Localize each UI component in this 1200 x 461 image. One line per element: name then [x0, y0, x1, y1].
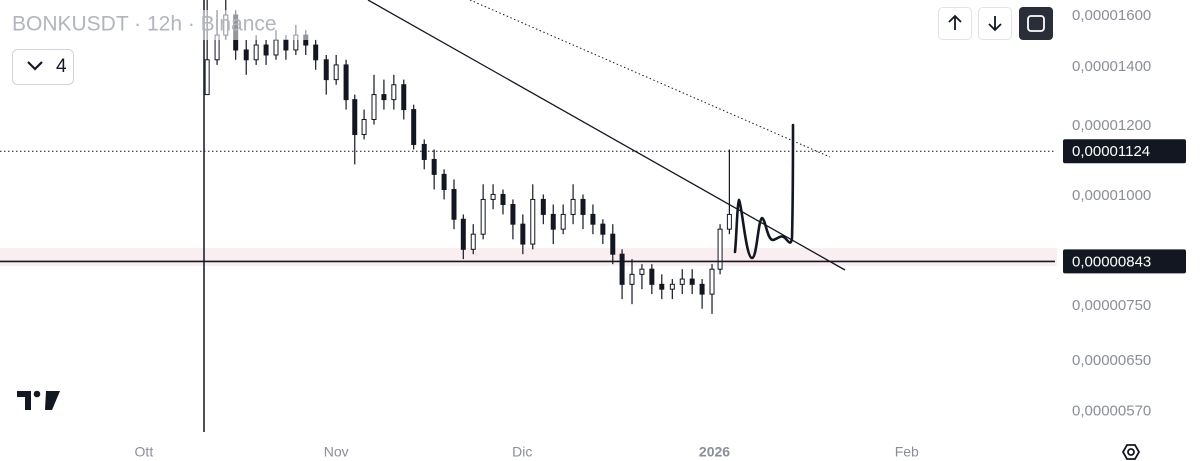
candle-body — [679, 278, 685, 285]
settings-icon[interactable] — [1121, 444, 1141, 460]
candle-body — [441, 173, 447, 191]
candle-body — [263, 44, 269, 56]
price-lines — [0, 150, 1055, 263]
tradingview-logo — [17, 390, 60, 410]
candle-body — [401, 84, 407, 111]
logo-part — [45, 391, 60, 410]
candle-body — [204, 59, 210, 96]
toggle-button[interactable] — [12, 49, 74, 85]
candle-body — [669, 283, 675, 290]
x-tick-label: Nov — [324, 444, 349, 460]
candle-body — [689, 278, 695, 285]
candle-body — [649, 268, 655, 285]
candle-body — [629, 273, 635, 285]
button[interactable] — [1019, 7, 1053, 40]
candle-body — [460, 218, 466, 250]
candle-body — [560, 213, 566, 230]
candle-body — [381, 94, 387, 101]
support-zone — [0, 248, 1057, 266]
candle-body — [343, 64, 349, 101]
candle-body — [361, 118, 367, 136]
logo-part — [33, 390, 41, 398]
candle-body — [570, 198, 576, 215]
candle-body — [500, 193, 506, 205]
indicator-count: 4 — [56, 56, 67, 77]
candle-body — [540, 198, 546, 215]
candle-body — [699, 283, 705, 295]
settings-button[interactable] — [1121, 444, 1141, 460]
candle-body — [431, 158, 437, 175]
y-tick-label: 0,00000750 — [1072, 297, 1151, 314]
candle-body — [709, 268, 715, 295]
y-tick-label: 0,00000570 — [1072, 402, 1151, 419]
price-label: 0,00000843 — [1072, 253, 1151, 270]
candle-body — [451, 189, 457, 220]
settings-icon-center — [1127, 448, 1135, 456]
chevron-icon — [27, 61, 43, 71]
candle-body — [510, 203, 516, 225]
indicator-toggle[interactable]: 4 — [12, 49, 74, 85]
price-label: 0,00001124 — [1072, 143, 1150, 160]
y-tick-label: 0,00001600 — [1072, 7, 1151, 24]
candle-body — [520, 223, 526, 245]
candle-body — [243, 49, 249, 61]
candle-body — [726, 213, 732, 230]
candle-body — [421, 143, 427, 160]
logo-part — [17, 391, 31, 410]
candle-body — [470, 233, 476, 250]
title-backdrop — [10, 10, 310, 40]
x-tick-label: 2026 — [699, 444, 730, 460]
candle-body — [639, 268, 645, 275]
projection-drawing — [733, 123, 795, 260]
candle-body — [610, 233, 616, 255]
candle-body — [273, 39, 279, 56]
candle-body — [530, 198, 536, 245]
fullscreen-icon — [1027, 15, 1045, 32]
x-tick-label: Feb — [895, 444, 919, 460]
candle-body — [600, 223, 606, 235]
candle-body — [333, 64, 339, 81]
price-label-box — [1063, 139, 1186, 164]
x-tick-label: Ott — [135, 444, 154, 460]
plot-area — [0, 0, 1057, 432]
candle-body — [480, 198, 486, 235]
x-tick-label: Dic — [512, 444, 532, 460]
candle-body — [371, 94, 377, 120]
candles — [204, 0, 732, 314]
candle-body — [391, 84, 397, 101]
candle-body — [283, 39, 289, 51]
candle-body — [550, 213, 556, 230]
y-tick-label: 0,00001200 — [1072, 117, 1151, 134]
symbol-title: BONKUSDT · 12h · Binance — [12, 13, 277, 36]
candle-body — [619, 253, 625, 285]
arrow-down-icon — [988, 16, 1002, 32]
candle-body — [323, 59, 329, 81]
axes: 0,00001600 0,00001400 0,00001200 0,00001000… — [135, 7, 1186, 460]
candle-body — [411, 109, 417, 145]
candle-body — [580, 198, 586, 215]
candle-body — [659, 283, 665, 290]
fullscreen-button[interactable] — [1019, 7, 1053, 40]
y-tick-label: 0,00001400 — [1072, 58, 1151, 75]
arrow-up-icon — [948, 14, 962, 30]
y-tick-label: 0,00000650 — [1072, 352, 1151, 369]
y-tick-label: 0,00001000 — [1072, 187, 1151, 204]
candle-body — [717, 228, 723, 270]
price-label-box — [1063, 249, 1186, 274]
candle-body — [253, 44, 259, 61]
candle-body — [313, 44, 319, 61]
candle-body — [352, 99, 358, 136]
scroll-down-button[interactable] — [978, 7, 1012, 40]
trend-line-dotted — [469, 0, 831, 158]
trend-line — [367, 0, 846, 271]
candle-body — [590, 213, 596, 225]
scroll-up-button[interactable] — [938, 7, 972, 40]
candle-body — [490, 193, 496, 200]
